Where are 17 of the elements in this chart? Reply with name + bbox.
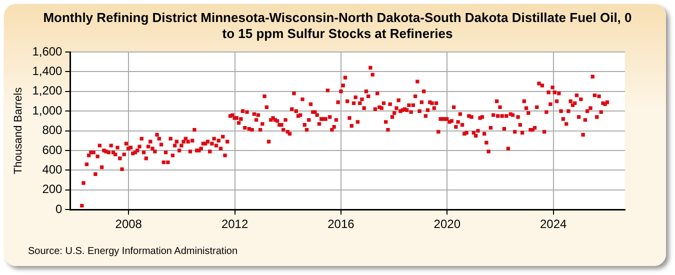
source-note: Source: U.S. Energy Information Administration xyxy=(28,246,238,257)
y-tick-label: 600 xyxy=(42,142,63,157)
x-tick-label: 2020 xyxy=(434,217,461,232)
y-tick-label: 800 xyxy=(42,123,63,138)
y-axis-title: Thousand Barrels xyxy=(12,86,25,174)
x-tick-label: 2008 xyxy=(115,217,142,232)
x-tick-label: 2024 xyxy=(540,217,567,232)
y-tick-label: 400 xyxy=(42,162,63,177)
y-tick-label: 1,000 xyxy=(32,103,63,118)
y-tick-label: 0 xyxy=(56,202,63,216)
y-tick-label: 1,400 xyxy=(32,64,63,78)
y-tick-label: 1,600 xyxy=(32,44,63,58)
chart-title: Monthly Refining District Minnesota-Wisconsin-North Dakota-South Dakota Distillate Fuel Oil, 0 to 15 ppm Sulfur Stocks at Refineries xyxy=(42,10,633,42)
x-tick-label: 2012 xyxy=(221,217,248,232)
y-tick-label: 200 xyxy=(42,182,63,196)
x-tick-label: 2016 xyxy=(328,217,355,232)
y-tick-label: 1,200 xyxy=(32,84,63,98)
